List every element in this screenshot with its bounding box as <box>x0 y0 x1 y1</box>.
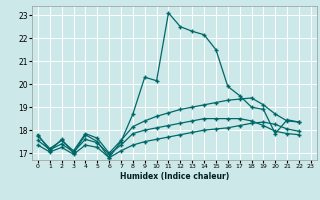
X-axis label: Humidex (Indice chaleur): Humidex (Indice chaleur) <box>120 172 229 181</box>
